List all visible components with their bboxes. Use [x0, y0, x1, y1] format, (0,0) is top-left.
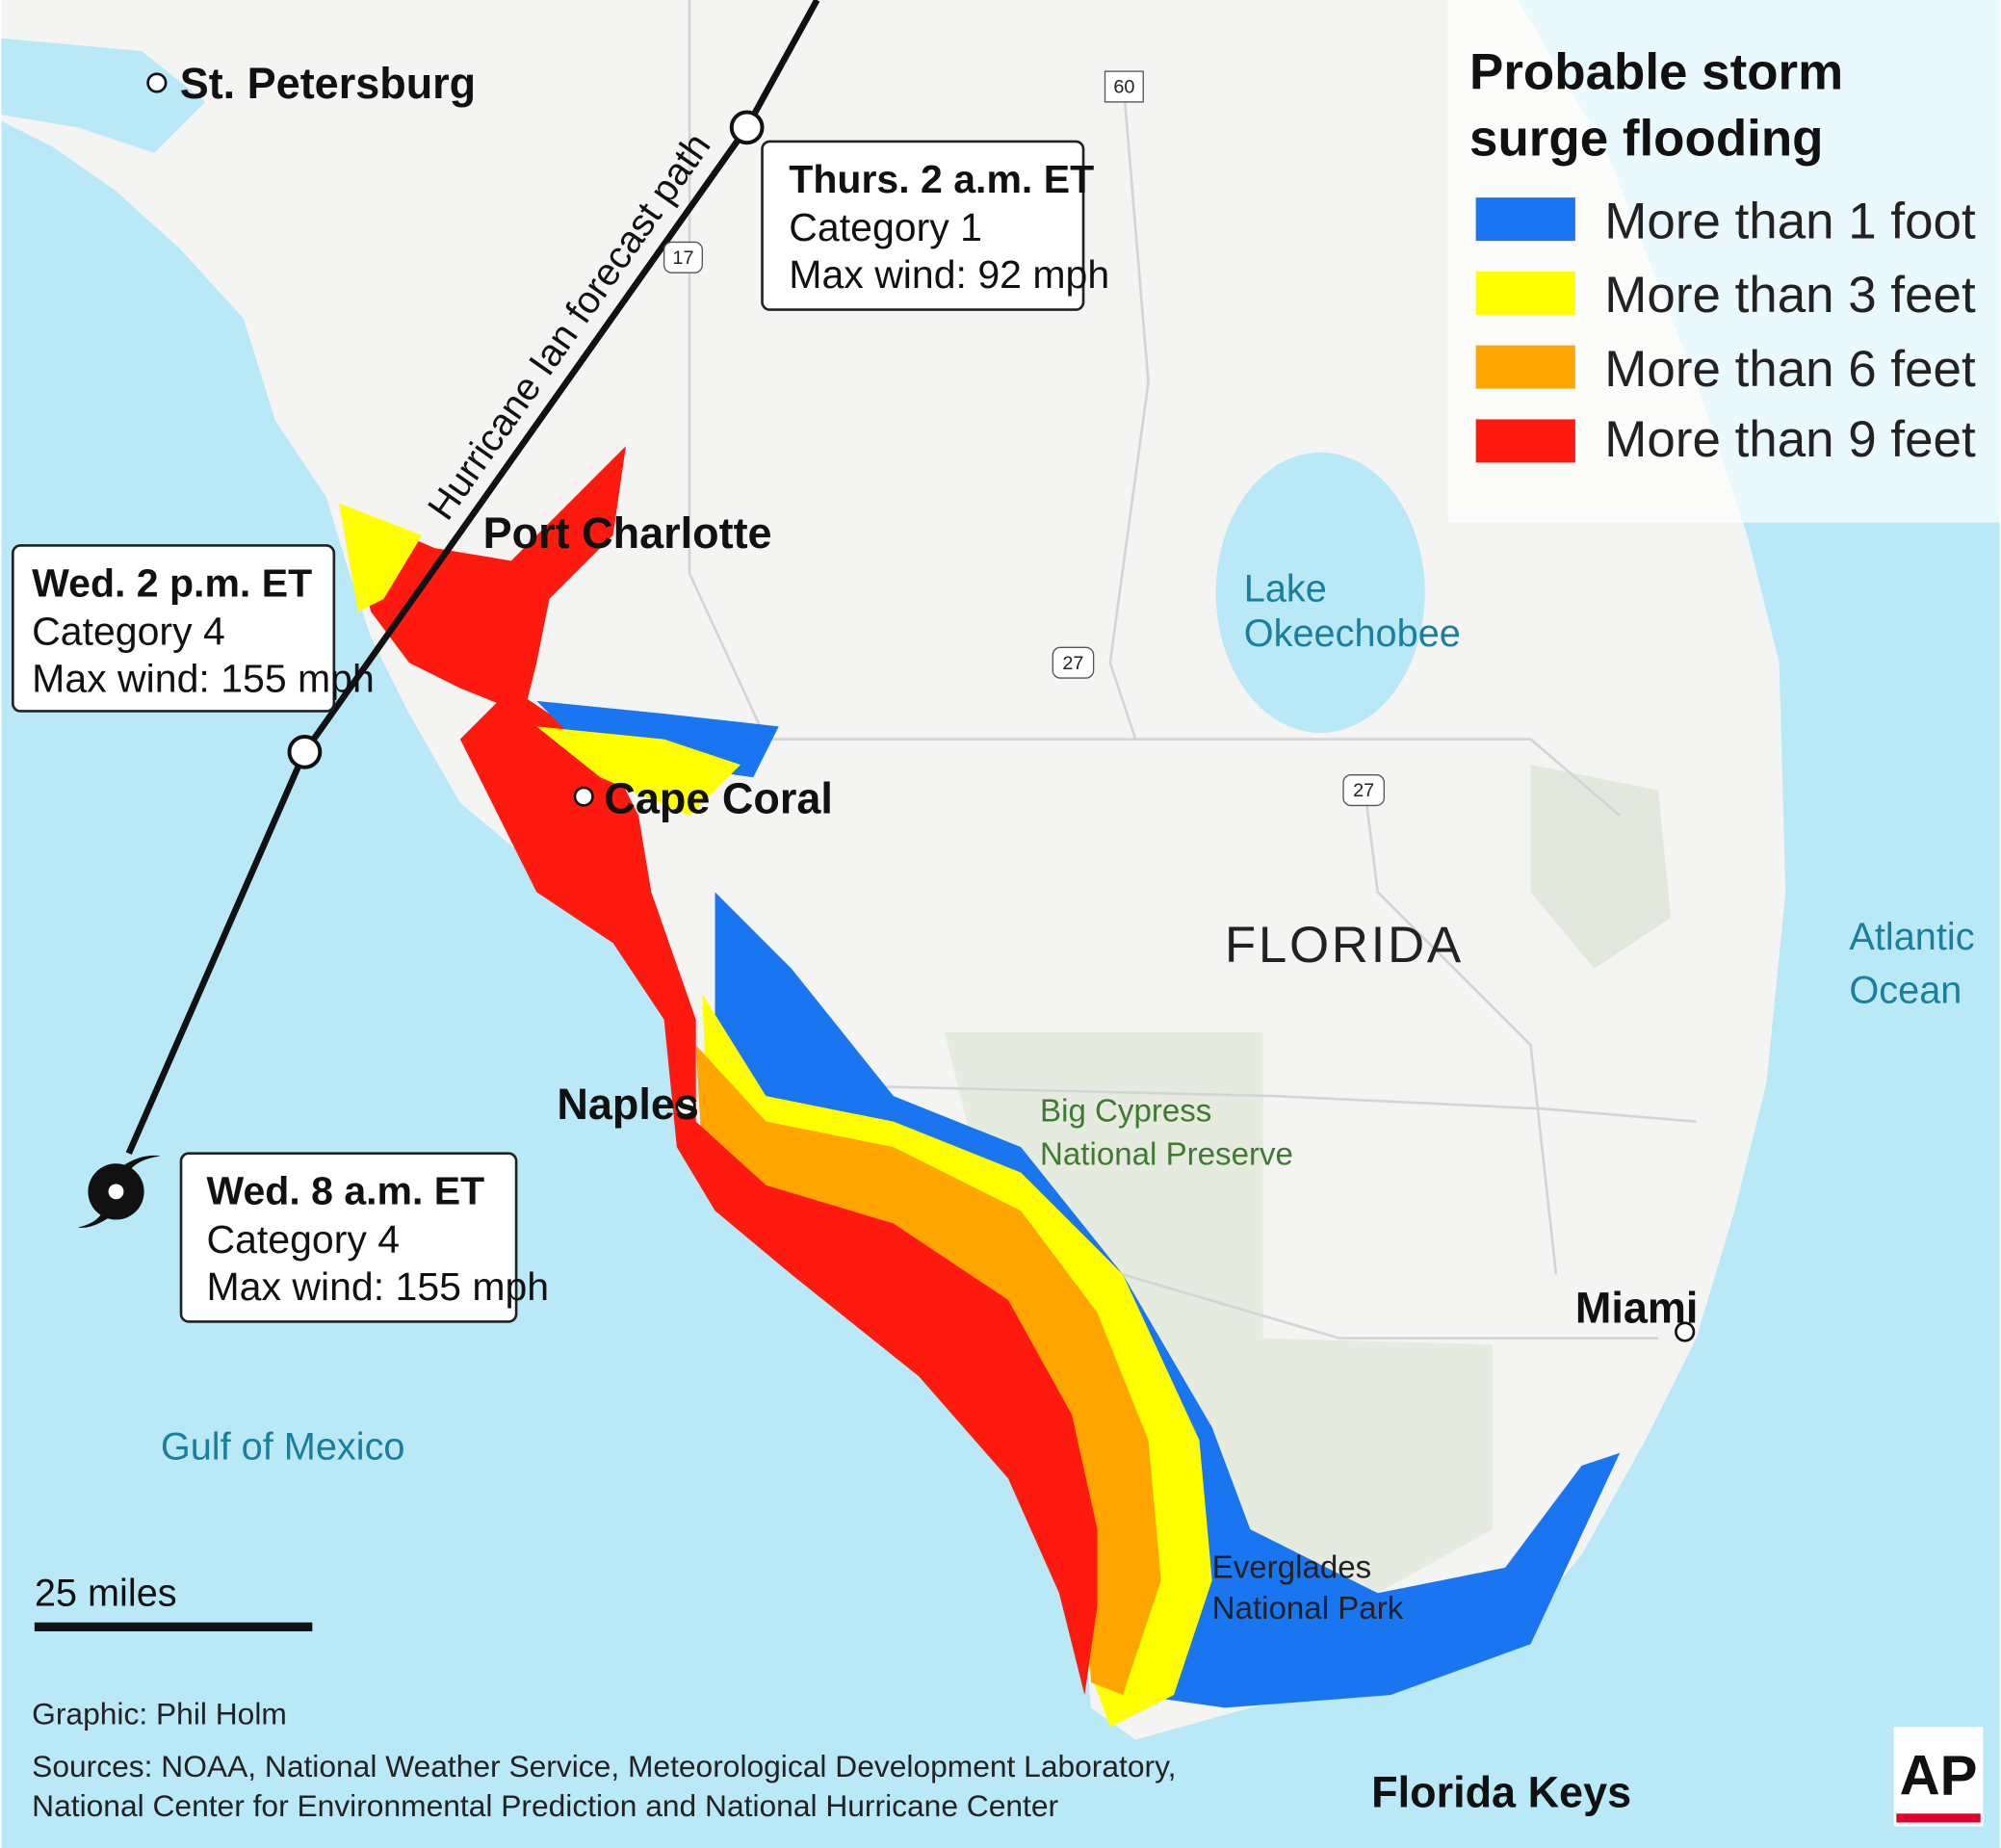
shield-27b: 27 [1353, 780, 1374, 801]
tampa-bay [1, 38, 206, 153]
atlantic-label-2: Ocean [1849, 970, 1962, 1012]
credit-sources-2: National Center for Environmental Predic… [32, 1788, 1058, 1823]
callout-wind: Max wind: 155 mph [206, 1264, 549, 1309]
roads [688, 0, 1697, 1340]
cypress-label-2: National Preserve [1040, 1137, 1293, 1173]
label-florida-keys: Florida Keys [1371, 1768, 1631, 1817]
atlantic-label-1: Atlantic [1849, 916, 1974, 958]
lake-okeechobee [1215, 452, 1425, 733]
ap-logo-text: AP [1900, 1744, 1978, 1807]
legend-title-2: surge flooding [1469, 110, 1823, 167]
city-port-charlotte: Port Charlotte [483, 508, 772, 558]
credit-sources-1: Sources: NOAA, National Weather Service,… [32, 1749, 1176, 1783]
surge-charlotte-yellow [339, 503, 423, 612]
surge-charlotte [345, 446, 626, 715]
scale-label: 25 miles [35, 1573, 177, 1615]
surge-cape-yellow [536, 726, 741, 817]
legend-label-6ft: More than 6 feet [1604, 341, 1976, 398]
lake-label-1: Lake [1244, 568, 1327, 611]
legend-swatch-3ft [1475, 271, 1575, 315]
callout-wind: Max wind: 92 mph [789, 252, 1109, 297]
big-cypress-preserve [944, 1031, 1493, 1594]
legend-label-3ft: More than 3 feet [1604, 267, 1976, 324]
gulf-label: Gulf of Mexico [161, 1425, 405, 1468]
surge-flooding [339, 446, 1621, 1728]
shield-60: 60 [1113, 77, 1134, 98]
highway-shields: 60 17 27 27 [663, 70, 1386, 807]
everglades-label-1: Everglades [1212, 1549, 1372, 1585]
scale-bar: 25 miles [34, 1573, 313, 1632]
callout-category: Category 4 [32, 610, 225, 654]
callout-time: Thurs. 2 a.m. ET [789, 157, 1094, 201]
track-point-thurs [729, 110, 765, 145]
city-miami: Miami [1575, 1284, 1699, 1333]
city-cape-coral: Cape Coral [604, 773, 833, 822]
callout-thurs: Thurs. 2 a.m. ET Category 1 Max wind: 92… [761, 140, 1109, 311]
legend: Probable storm surge flooding More than … [1447, 0, 2000, 523]
callout-wed-8am: Wed. 8 a.m. ET Category 4 Max wind: 155 … [179, 1152, 549, 1323]
callout-time: Wed. 8 a.m. ET [206, 1169, 484, 1213]
shield-17: 17 [672, 247, 693, 269]
ap-logo: AP [1893, 1727, 1984, 1827]
city-naples: Naples [557, 1080, 699, 1129]
legend-label-1ft: More than 1 foot [1604, 193, 1976, 249]
legend-swatch-9ft [1475, 419, 1575, 463]
city-st-petersburg: St. Petersburg [180, 59, 476, 108]
legend-title-1: Probable storm [1469, 44, 1843, 101]
surge-red [459, 688, 1098, 1696]
hurricane-icon [77, 1155, 161, 1228]
legend-swatch-1ft [1475, 197, 1575, 242]
shield-27a: 27 [1062, 653, 1083, 674]
callout-wind: Max wind: 155 mph [32, 657, 375, 701]
lake-label-2: Okeechobee [1244, 612, 1461, 655]
track-line [125, 0, 820, 1156]
legend-swatch-6ft [1475, 345, 1575, 389]
credit-graphic: Graphic: Phil Holm [32, 1697, 287, 1731]
east-park [1530, 765, 1672, 969]
track-point-wed-2pm [287, 734, 323, 769]
city-labels: St. Petersburg Port Charlotte Cape Coral… [146, 59, 1699, 1817]
state-label: FLORIDA [1225, 917, 1464, 974]
callout-wed-2pm: Wed. 2 p.m. ET Category 4 Max wind: 155 … [12, 544, 375, 713]
florida-land [1, 0, 1786, 1740]
everglades-label-2: National Park [1212, 1591, 1404, 1627]
cypress-label-1: Big Cypress [1040, 1094, 1211, 1130]
callout-time: Wed. 2 p.m. ET [32, 560, 312, 605]
callout-category: Category 1 [789, 205, 982, 249]
legend-label-9ft: More than 9 feet [1604, 411, 1976, 468]
callout-category: Category 4 [206, 1217, 400, 1262]
